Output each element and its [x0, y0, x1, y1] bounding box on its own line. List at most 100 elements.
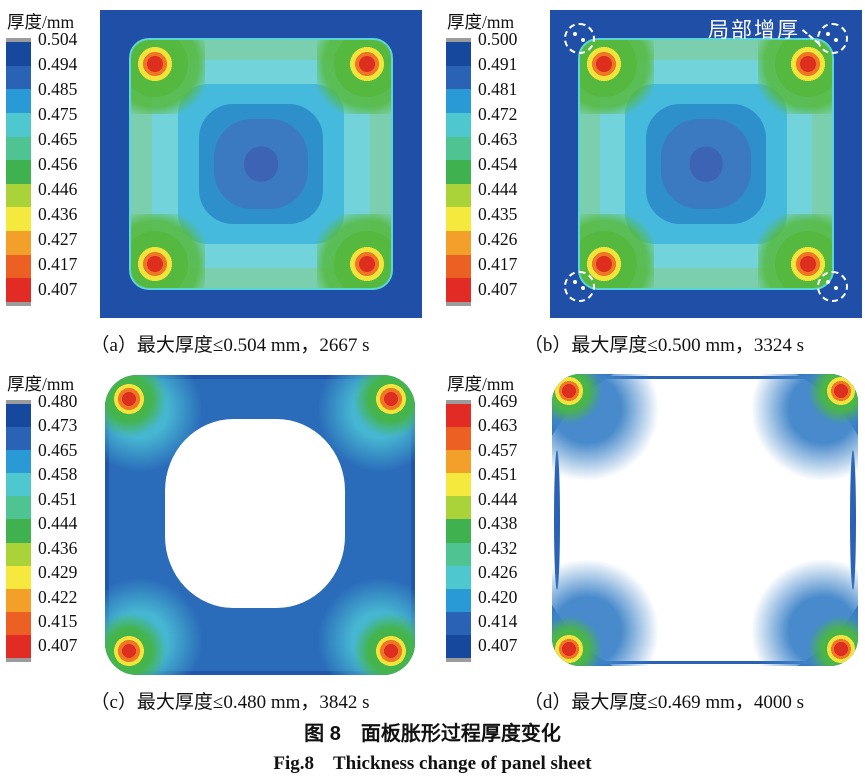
- legend-tick-label: 0.407: [38, 635, 78, 656]
- colorbar-band: [446, 427, 471, 451]
- legend-tick-label: 0.472: [478, 104, 518, 125]
- colorbar-band: [446, 519, 471, 543]
- dashed-circle-marker: [817, 23, 848, 54]
- colorbar-band: [446, 450, 471, 474]
- marker-dot: [581, 286, 585, 290]
- colorbar-cap-top: [446, 38, 471, 42]
- legend-tick-label: 0.444: [478, 488, 518, 509]
- corner-hotspot: [757, 39, 832, 114]
- legend-tick-label: 0.457: [478, 439, 518, 460]
- colorbar-b: [446, 38, 471, 306]
- colorbar-a: [6, 38, 31, 306]
- colorbar-cap-bottom: [6, 302, 31, 306]
- marker-dot: [573, 280, 577, 284]
- colorbar-cap-top: [6, 400, 31, 404]
- legend-tick-label: 0.444: [478, 179, 518, 200]
- legend-ticks-b: 0.500 0.491 0.481 0.472 0.463 0.454 0.444 0.435…: [478, 29, 518, 299]
- colorbar-band: [446, 136, 471, 161]
- panel-remnant: [552, 374, 858, 666]
- panel-ring: [105, 375, 415, 675]
- legend-tick-label: 0.417: [478, 254, 518, 275]
- corner-hotspot: [317, 39, 392, 114]
- colorbar-band: [6, 89, 31, 113]
- colorbar-cap-bottom: [446, 658, 471, 662]
- legend-tick-label: 0.456: [38, 154, 78, 175]
- colorbar-band: [446, 588, 471, 612]
- edge-arc: [554, 449, 560, 591]
- corner-hotspot: [105, 609, 171, 675]
- legend-ticks-a: 0.504 0.494 0.485 0.475 0.465 0.456 0.446 0.436…: [38, 29, 78, 299]
- colorbar-band: [6, 254, 31, 279]
- legend-tick-label: 0.485: [38, 79, 78, 100]
- colorbar-band: [446, 160, 471, 184]
- legend-tick-label: 0.504: [38, 29, 78, 49]
- colorbar-band: [446, 254, 471, 279]
- colorbar-band: [6, 473, 31, 497]
- legend-tick-label: 0.458: [38, 464, 78, 485]
- colorbar-d: [446, 400, 471, 662]
- legend-tick-label: 0.500: [478, 29, 518, 49]
- colorbar-cap-top: [446, 400, 471, 404]
- colorbar-band: [6, 65, 31, 90]
- dashed-circle-marker: [817, 271, 848, 302]
- colorbar-cap-bottom: [6, 658, 31, 662]
- legend-tick-label: 0.454: [478, 154, 518, 175]
- colorbar-band: [446, 542, 471, 566]
- corner-hotspot: [801, 609, 858, 666]
- legend-ticks-d: 0.469 0.463 0.457 0.451 0.444 0.438 0.432 0.426…: [478, 392, 518, 656]
- colorbar-band: [6, 565, 31, 589]
- corner-hotspot: [552, 609, 609, 666]
- colorbar-band: [6, 427, 31, 451]
- colorbar-band: [6, 588, 31, 612]
- legend-tick-label: 0.473: [38, 415, 78, 436]
- colorbar-cap-top: [6, 38, 31, 42]
- edge-arc: [582, 376, 828, 379]
- legend-title-b: 厚度/mm: [447, 12, 515, 32]
- legend-tick-label: 0.414: [478, 610, 518, 631]
- contour-plot-d: [548, 372, 862, 668]
- legend-b: 厚度/mm 0.500 0.491 0.481 0.472 0.463 0.454 0.44…: [446, 12, 542, 306]
- legend-tick-label: 0.463: [478, 415, 518, 436]
- center-spot: [244, 146, 278, 182]
- legend-title-c: 厚度/mm: [7, 374, 75, 394]
- subcaption-d: （d）最大厚度≤0.469 mm，4000 s: [523, 692, 805, 713]
- corner-hotspot: [317, 214, 392, 289]
- legend-tick-label: 0.417: [38, 254, 78, 275]
- legend-tick-label: 0.435: [478, 204, 518, 225]
- marker-dot: [826, 32, 830, 36]
- colorbar-band: [446, 42, 471, 66]
- contour-plot-b: 局部增厚: [550, 10, 862, 318]
- legend-tick-label: 0.426: [478, 229, 518, 250]
- legend-c: 厚度/mm 0.480 0.473 0.465 0.458 0.451 0.444 0.43…: [6, 374, 98, 662]
- colorbar-band: [446, 65, 471, 90]
- corner-hotspot: [349, 609, 415, 675]
- legend-tick-label: 0.494: [38, 54, 78, 75]
- marker-dot: [834, 38, 838, 42]
- legend-tick-label: 0.475: [38, 104, 78, 125]
- colorbar-bands-c: [6, 404, 31, 659]
- subcaption-c: （c）最大厚度≤0.480 mm，3842 s: [90, 692, 370, 713]
- legend-tick-label: 0.427: [38, 229, 78, 250]
- local-thickening-label: 局部增厚: [708, 18, 800, 42]
- colorbar-band: [446, 634, 471, 659]
- dashed-circle-marker: [564, 271, 595, 302]
- legend-tick-label: 0.491: [478, 54, 518, 75]
- colorbar-band: [6, 231, 31, 255]
- legend-tick-label: 0.451: [38, 488, 78, 509]
- colorbar-band: [446, 496, 471, 520]
- contour-plot-c: [100, 372, 420, 678]
- subcaption-b: （b）最大厚度≤0.500 mm，3324 s: [523, 335, 805, 356]
- legend-tick-label: 0.407: [478, 635, 518, 656]
- corner-hotspot: [130, 214, 205, 289]
- subcaption-a: （a）最大厚度≤0.504 mm，2667 s: [90, 335, 370, 356]
- colorbar-band: [446, 231, 471, 255]
- colorbar-bands-a: [6, 42, 31, 303]
- legend-tick-label: 0.480: [38, 391, 78, 411]
- marker-dot: [826, 280, 830, 284]
- panel-face: [578, 37, 834, 291]
- legend-tick-label: 0.451: [478, 464, 518, 485]
- colorbar-band: [446, 565, 471, 589]
- colorbar-band: [446, 112, 471, 137]
- legend-tick-label: 0.422: [38, 586, 78, 607]
